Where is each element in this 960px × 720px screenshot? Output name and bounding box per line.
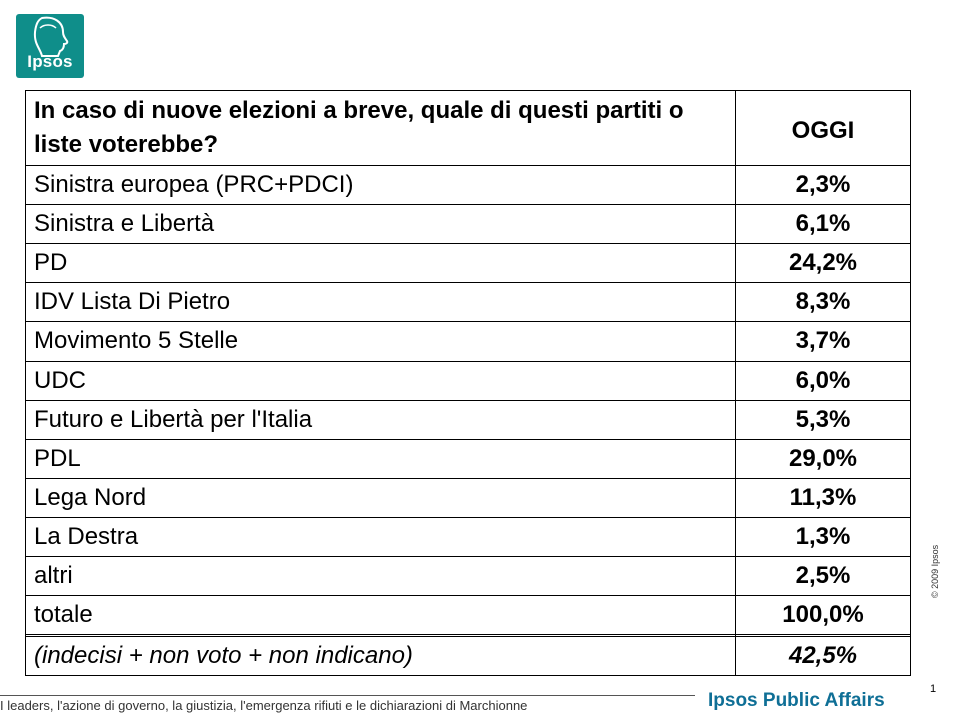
table-row: Lega Nord 11,3% bbox=[25, 477, 911, 518]
table-row: PDL 29,0% bbox=[25, 438, 911, 479]
table-row: altri 2,5% bbox=[25, 556, 911, 597]
party-label: UDC bbox=[25, 360, 736, 401]
party-value: 6,1% bbox=[735, 204, 911, 245]
party-label: IDV Lista Di Pietro bbox=[25, 282, 736, 323]
party-value: 2,3% bbox=[735, 164, 911, 206]
party-value: 24,2% bbox=[735, 243, 911, 284]
undecided-label: (indecisi + non voto + non indicano) bbox=[25, 635, 736, 677]
table-row: Sinistra europea (PRC+PDCI) 2,3% bbox=[25, 164, 911, 206]
ipsos-logo: Ipsos bbox=[16, 14, 84, 78]
party-value: 29,0% bbox=[735, 438, 911, 479]
party-value: 5,3% bbox=[735, 399, 911, 440]
table-row: UDC 6,0% bbox=[25, 360, 911, 401]
party-value: 1,3% bbox=[735, 516, 911, 558]
party-label: altri bbox=[25, 556, 736, 597]
party-label: Sinistra e Libertà bbox=[25, 204, 736, 245]
table-row: PD 24,2% bbox=[25, 243, 911, 284]
total-value: 100,0% bbox=[735, 595, 911, 636]
party-value: 8,3% bbox=[735, 282, 911, 323]
undecided-value: 42,5% bbox=[735, 635, 911, 677]
party-label: Lega Nord bbox=[25, 477, 736, 518]
footer-divider bbox=[0, 695, 695, 696]
party-value: 6,0% bbox=[735, 360, 911, 401]
brand-name: Ipsos Public Affairs bbox=[708, 690, 885, 711]
copyright-notice: © 2009 Ipsos bbox=[930, 544, 940, 598]
logo-text: Ipsos bbox=[27, 52, 73, 71]
question-cell: In caso di nuove elezioni a breve, quale… bbox=[25, 90, 736, 166]
table-header-row: In caso di nuove elezioni a breve, quale… bbox=[25, 90, 911, 166]
table-row: Sinistra e Libertà 6,1% bbox=[25, 204, 911, 245]
table-row-total: totale 100,0% bbox=[25, 595, 911, 636]
total-label: totale bbox=[25, 595, 736, 636]
table-row: La Destra 1,3% bbox=[25, 516, 911, 558]
table-row: Movimento 5 Stelle 3,7% bbox=[25, 321, 911, 362]
party-label: PDL bbox=[25, 438, 736, 479]
column-header-oggi: OGGI bbox=[735, 90, 911, 166]
party-label: Movimento 5 Stelle bbox=[25, 321, 736, 362]
footer-subtitle: I leaders, l'azione di governo, la giust… bbox=[0, 698, 528, 713]
table-row: Futuro e Libertà per l'Italia 5,3% bbox=[25, 399, 911, 440]
table-row: IDV Lista Di Pietro 8,3% bbox=[25, 282, 911, 323]
page-number: 1 bbox=[930, 683, 937, 695]
party-value: 2,5% bbox=[735, 556, 911, 597]
party-label: Futuro e Libertà per l'Italia bbox=[25, 399, 736, 440]
party-label: PD bbox=[25, 243, 736, 284]
party-value: 11,3% bbox=[735, 477, 911, 518]
party-label: La Destra bbox=[25, 516, 736, 558]
party-label: Sinistra europea (PRC+PDCI) bbox=[25, 164, 736, 206]
party-value: 3,7% bbox=[735, 321, 911, 362]
poll-table: In caso di nuove elezioni a breve, quale… bbox=[25, 90, 911, 677]
table-row-undecided: (indecisi + non voto + non indicano) 42,… bbox=[25, 635, 911, 677]
profile-head-icon bbox=[33, 16, 69, 57]
